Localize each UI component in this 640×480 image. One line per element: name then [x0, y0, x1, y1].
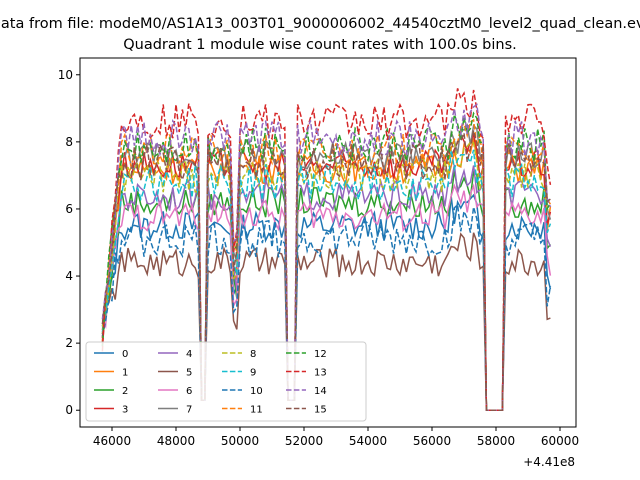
x-tick-label: 58000: [477, 434, 515, 448]
y-tick-label: 0: [65, 403, 73, 417]
legend-label-7: 7: [186, 405, 192, 416]
legend-label-3: 3: [122, 405, 128, 416]
x-offset-label: +4.41e8: [523, 455, 575, 469]
legend-label-12: 12: [314, 349, 327, 360]
y-tick-label: 10: [58, 68, 73, 82]
plot-frame: [79, 57, 577, 428]
legend-label-1: 1: [122, 368, 128, 379]
x-tick-label: 46000: [93, 434, 131, 448]
legend-label-8: 8: [250, 349, 256, 360]
legend-label-10: 10: [250, 386, 263, 397]
y-axis: 0 2 4 6 8 10: [58, 68, 80, 417]
legend-label-0: 0: [122, 349, 128, 360]
series-line-14: [101, 103, 552, 411]
x-tick-label: 60000: [541, 434, 579, 448]
legend-label-13: 13: [314, 368, 327, 379]
chart-title: Quadrant 1 module wise count rates with …: [123, 37, 517, 53]
legend-label-2: 2: [122, 386, 128, 397]
x-tick-label: 56000: [413, 434, 451, 448]
legend-label-11: 11: [250, 405, 263, 416]
series-layer: [101, 88, 552, 411]
x-axis: 46000 48000 50000 52000 54000 56000 58000 60000: [93, 427, 579, 448]
y-tick-label: 6: [65, 202, 73, 216]
legend-label-14: 14: [314, 386, 327, 397]
legend-label-5: 5: [186, 368, 192, 379]
series-line-5: [101, 232, 551, 411]
series-line-13: [101, 88, 552, 411]
series-line-8: [101, 141, 551, 411]
series-line-15: [101, 130, 551, 411]
legend-label-9: 9: [250, 368, 256, 379]
x-tick-label: 54000: [349, 434, 387, 448]
x-tick-label: 48000: [157, 434, 195, 448]
legend-box: [85, 341, 367, 422]
series-line-10: [101, 203, 552, 411]
figure-suptitle: Data from file: modeM0/AS1A13_003T01_900…: [0, 16, 640, 32]
x-tick-label: 50000: [221, 434, 259, 448]
legend-label-15: 15: [314, 405, 327, 416]
series-line-9: [101, 149, 552, 411]
y-tick-label: 2: [65, 336, 73, 350]
y-tick-label: 4: [65, 269, 73, 283]
y-tick-label: 8: [65, 135, 73, 149]
series-line-6: [101, 183, 552, 411]
x-tick-label: 52000: [285, 434, 323, 448]
legend-label-6: 6: [186, 386, 192, 397]
legend-label-4: 4: [186, 349, 192, 360]
